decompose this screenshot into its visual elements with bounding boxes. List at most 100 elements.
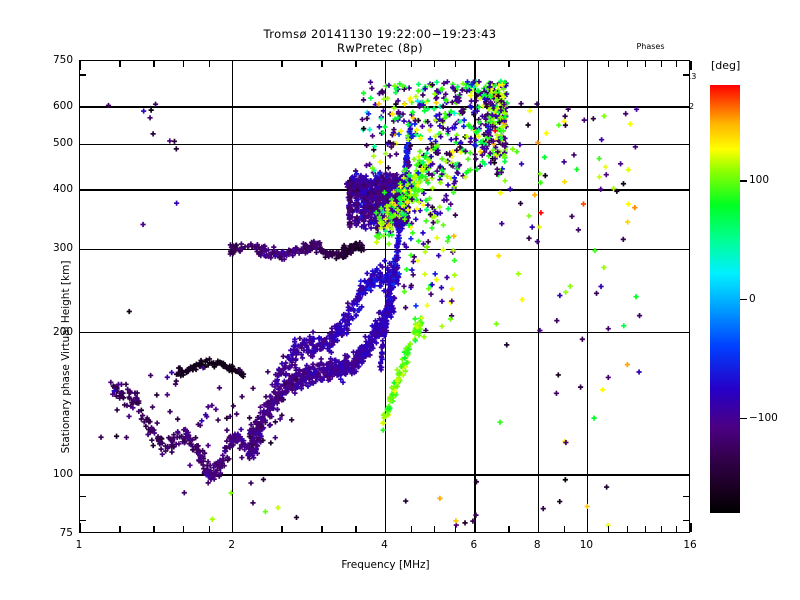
x-tick-label: 16 (683, 539, 697, 551)
axis-tick (680, 248, 689, 250)
axis-tick (80, 520, 86, 522)
axis-tick (537, 61, 539, 70)
axis-tick (281, 61, 283, 67)
axis-tick (683, 520, 689, 522)
axis-tick (232, 61, 234, 70)
colorbar-tick (740, 299, 747, 301)
axis-tick (355, 61, 357, 67)
axis-tick (208, 61, 211, 67)
axis-tick (454, 526, 457, 532)
colorbar-tick-label: −100 (749, 411, 778, 424)
gridline-vertical (232, 61, 234, 532)
gridline-vertical (537, 61, 539, 532)
axis-tick (680, 106, 689, 108)
axis-tick (563, 61, 565, 67)
axis-tick (80, 331, 89, 334)
axis-tick (384, 523, 387, 532)
axis-tick (182, 526, 185, 532)
x-tick-label: 6 (470, 539, 478, 551)
x-axis-title: Frequency [MHz] (341, 559, 430, 571)
axis-tick (79, 61, 81, 70)
x-tick-label: 4 (381, 539, 388, 551)
axis-tick (586, 523, 589, 532)
axis-tick (153, 61, 155, 67)
axis-tick (232, 523, 234, 532)
axis-tick (80, 106, 89, 108)
y-tick-label: 600 (52, 99, 73, 112)
axis-tick (626, 526, 629, 532)
axis-tick (119, 526, 121, 532)
axis-tick (660, 61, 663, 67)
axis-tick (607, 61, 610, 67)
axis-tick (321, 526, 323, 532)
x-tick-label: 2 (228, 539, 236, 551)
axis-tick (508, 61, 510, 67)
axis-tick (79, 523, 81, 532)
axis-tick (281, 526, 283, 532)
axis-tick (683, 74, 689, 76)
y-tick-label: 100 (52, 467, 73, 480)
gridline-horizontal (80, 106, 689, 108)
gridline-horizontal (80, 248, 689, 250)
axis-tick (626, 61, 629, 67)
axis-tick (80, 189, 89, 191)
colorbar (710, 85, 740, 513)
axis-tick (680, 331, 689, 334)
page-title: Tromsø 20141130 19:22:00−19:23:43 (263, 27, 497, 41)
axis-tick (690, 61, 692, 70)
y-axis-title: Stationary phase Virtual Height [km] (60, 260, 72, 454)
axis-tick (80, 495, 86, 498)
axis-tick (410, 61, 413, 67)
axis-tick (586, 61, 589, 70)
axis-tick (690, 523, 692, 532)
axis-tick (660, 526, 663, 532)
y-tick-label: 300 (52, 242, 73, 255)
y-tick-label: 75 (59, 527, 73, 539)
y-tick-label: 400 (52, 183, 73, 196)
axis-tick (537, 523, 539, 532)
x-tick-label: 10 (579, 539, 594, 551)
axis-tick (80, 143, 89, 145)
colorbar-tick-label: 0 (749, 293, 756, 305)
x-tick-label: 1 (75, 539, 83, 551)
axis-tick (563, 526, 565, 532)
axis-tick (119, 61, 121, 67)
y-tick-label: 200 (52, 325, 73, 338)
axis-tick (433, 61, 436, 67)
gridline-horizontal (80, 143, 689, 145)
axis-tick (355, 526, 357, 532)
scatter-markers (98, 78, 643, 529)
axis-tick (680, 189, 689, 191)
colorbar-unit-label: [deg] (711, 59, 741, 72)
colorbar-tick (740, 180, 747, 182)
axis-tick (454, 61, 457, 67)
axis-tick (153, 526, 155, 532)
axis-tick (182, 61, 185, 67)
plot-area (80, 61, 689, 532)
axis-tick (683, 495, 689, 498)
axis-tick (474, 523, 476, 532)
axis-tick (208, 526, 211, 532)
axis-tick (680, 143, 689, 145)
axis-tick (80, 248, 89, 250)
gridline-horizontal (80, 474, 689, 476)
axis-tick (80, 474, 89, 476)
axis-tick (676, 61, 678, 67)
axis-tick (607, 526, 610, 532)
axis-tick (644, 526, 646, 532)
colorbar-tick-label: 100 (749, 174, 770, 187)
axis-tick (676, 526, 678, 532)
axis-tick (644, 61, 646, 67)
y-tick-label: 750 (52, 54, 73, 66)
axis-tick (474, 61, 476, 70)
axis-tick (433, 526, 436, 532)
gridline-vertical (474, 61, 476, 532)
gridline-vertical (586, 61, 589, 532)
colorbar-tick (740, 417, 747, 420)
axis-tick (321, 61, 323, 67)
axis-tick (508, 526, 510, 532)
plot-frame: Stationary phase Virtual Height [km] Fre… (60, 60, 692, 571)
axis-tick (680, 474, 689, 476)
figure-subtitle: RwPretec (8p) (336, 41, 424, 55)
